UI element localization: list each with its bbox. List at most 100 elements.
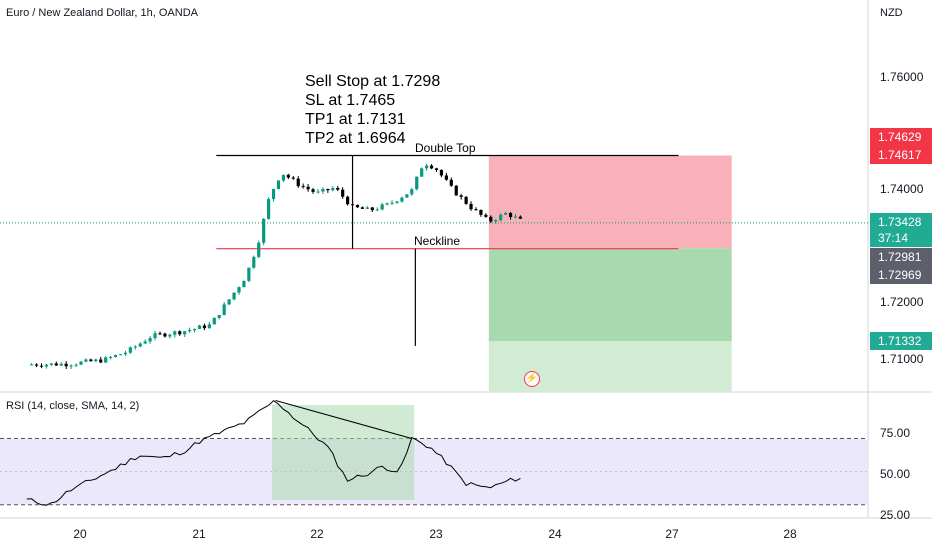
- candle-body: [494, 220, 498, 222]
- candle-body: [104, 357, 108, 363]
- candle-body: [232, 292, 236, 300]
- candle-body: [276, 180, 281, 189]
- candle-body: [109, 357, 113, 359]
- candle-body: [30, 364, 34, 366]
- candle-body: [217, 314, 221, 318]
- candle-body: [267, 199, 271, 219]
- candle-body: [489, 216, 493, 222]
- candle-body: [400, 197, 404, 202]
- candle-body: [370, 207, 374, 211]
- candle-body: [444, 175, 448, 180]
- candle-body: [469, 203, 473, 210]
- trade-plan-tp1: TP1 at 1.7131: [305, 111, 406, 128]
- candle-body: [365, 207, 369, 209]
- candle-body: [202, 325, 207, 329]
- rsi-y-tick-label: 50.00: [880, 467, 911, 481]
- candle-body: [163, 333, 167, 337]
- candle-body: [306, 186, 310, 190]
- alert-bolt-icon[interactable]: ⚡: [524, 371, 540, 387]
- entry-top-tag: 1.72981: [870, 248, 932, 266]
- candle-body: [425, 165, 429, 169]
- candle-body: [84, 359, 88, 362]
- candle-body: [178, 331, 182, 335]
- candle-body: [479, 209, 483, 215]
- candle-body: [158, 333, 162, 335]
- candle-body: [257, 242, 261, 257]
- candle-body: [227, 299, 231, 305]
- candle-body: [168, 334, 172, 337]
- candle-body: [326, 188, 330, 191]
- sl-bottom-tag: 1.74617: [870, 146, 932, 164]
- candle-body: [336, 188, 340, 190]
- candle-body: [395, 201, 399, 203]
- trade-plan-entry: Sell Stop at 1.7298: [305, 73, 441, 90]
- candle-body: [192, 328, 197, 331]
- trade-plan-tp2: TP2 at 1.6964: [305, 130, 406, 147]
- candle-body: [133, 346, 137, 348]
- last-price-tag: 1.73428: [870, 213, 932, 231]
- candle-body: [499, 214, 503, 221]
- candle-body: [222, 304, 226, 315]
- entry-bottom-tag: 1.72969: [870, 266, 932, 284]
- candle-body: [262, 218, 266, 243]
- candle-body: [44, 364, 49, 367]
- candle-body: [123, 352, 128, 355]
- candle-body: [459, 195, 463, 197]
- y-tick-label: 1.72000: [880, 295, 924, 309]
- candle-body: [212, 317, 216, 325]
- candle-body: [429, 165, 434, 169]
- candle-body: [207, 324, 211, 329]
- candle-body: [143, 341, 147, 344]
- candle-body: [39, 365, 44, 367]
- neckline-label: Neckline: [414, 234, 461, 248]
- candle-body: [99, 359, 103, 363]
- candle-body: [64, 363, 68, 367]
- candle-body: [355, 204, 360, 208]
- candle-body: [439, 169, 444, 176]
- trade-plan-sl: SL at 1.7465: [305, 92, 396, 109]
- candle-body: [405, 194, 409, 198]
- candle-body: [173, 331, 177, 335]
- y-tick-label: 1.76000: [880, 70, 924, 84]
- candle-body: [508, 213, 513, 218]
- candle-body: [54, 363, 58, 366]
- candle-body: [74, 364, 78, 366]
- candle-body: [385, 203, 389, 205]
- candle-body: [79, 361, 83, 365]
- rsi-line: [26, 399, 521, 506]
- candle-body: [118, 354, 123, 356]
- sl-top-tag: 1.74629: [870, 128, 932, 146]
- currency-label: NZD: [880, 7, 903, 19]
- candle-body: [237, 287, 241, 293]
- target-zone-tp1: [488, 248, 732, 342]
- candle-body: [360, 207, 365, 209]
- candle-body: [89, 359, 93, 362]
- candle-body: [128, 347, 132, 353]
- rsi-pane: [0, 399, 868, 506]
- candle-body: [375, 209, 379, 211]
- candle-body: [454, 185, 458, 196]
- rsi-title: RSI (14, close, SMA, 14, 2): [6, 400, 140, 412]
- x-tick-label: 21: [192, 527, 206, 541]
- x-tick-label: 27: [665, 527, 679, 541]
- chart-title: Euro / New Zealand Dollar, 1h, OANDA: [6, 7, 198, 19]
- candle-body: [296, 178, 300, 187]
- price-pane: [0, 0, 932, 519]
- candle-body: [34, 364, 39, 366]
- candle-body: [153, 333, 157, 339]
- rsi-y-tick-label: 75.00: [880, 426, 911, 440]
- x-tick-label: 23: [429, 527, 443, 541]
- candle-body: [346, 196, 350, 205]
- stop-loss-zone: [488, 155, 732, 249]
- candle-body: [449, 179, 453, 186]
- candle-body: [321, 188, 325, 192]
- candle-body: [59, 363, 63, 366]
- candle-body: [390, 202, 394, 204]
- candle-body: [415, 176, 419, 190]
- candle-body: [474, 209, 478, 211]
- candle-body: [350, 204, 355, 206]
- candle-body: [197, 325, 202, 329]
- candle-body: [518, 216, 523, 219]
- candle-body: [242, 280, 246, 288]
